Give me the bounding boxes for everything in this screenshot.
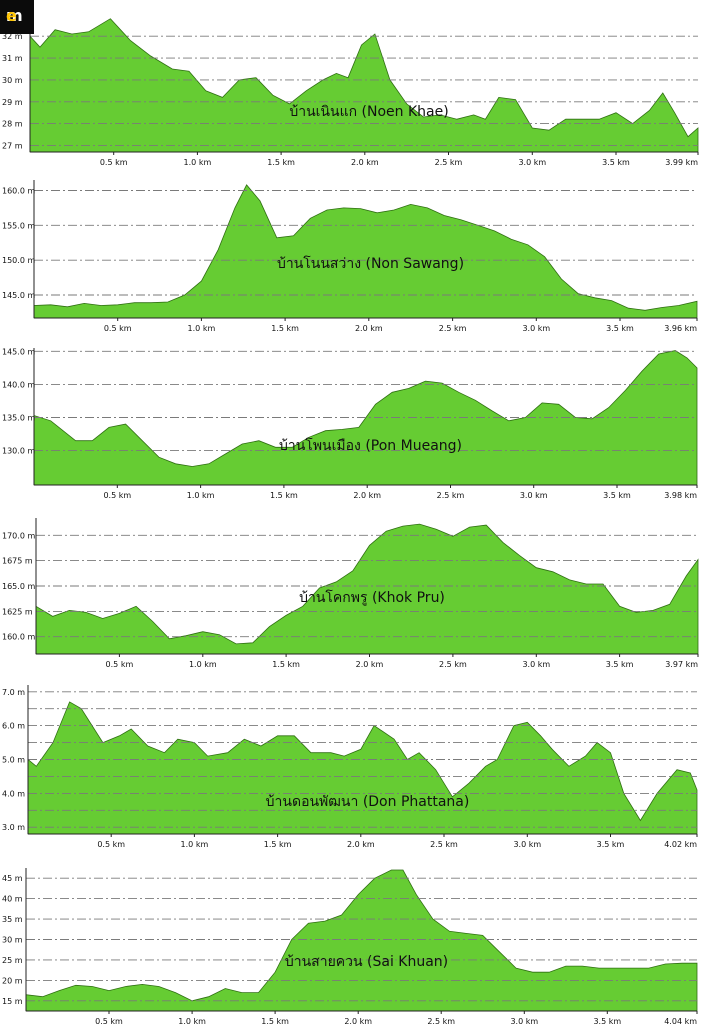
- chart-2-x-tick-label: 3.5 km: [606, 324, 634, 333]
- chart-3-x-tick-label: 2.0 km: [353, 491, 381, 500]
- chart-5-y-tick-label: 5.0 m: [2, 756, 25, 765]
- chart-4-y-tick-label: 160.0 m: [2, 633, 35, 642]
- chart-2-y-tick-label: 155.0 m: [2, 221, 35, 230]
- chart-4-x-tick-label: 0.5 km: [106, 660, 134, 669]
- chart-4-x-tick-label: 2.5 km: [439, 660, 467, 669]
- chart-6-y-tick-label: 30 m: [2, 936, 23, 945]
- chart-4-x-tick-label: 3.0 km: [522, 660, 550, 669]
- chart-5-x-tick-label: 1.5 km: [264, 840, 292, 849]
- chart-2-elevation-area: [33, 184, 698, 319]
- chart-5-title: บ้านดอนพัฒนา (Don Phattana): [266, 794, 470, 810]
- chart-6-x-tick-label: 2.5 km: [427, 1017, 455, 1024]
- chart-3-x-tick-label: 1.0 km: [187, 491, 215, 500]
- chart-1-x-tick-label: 3.99 km: [665, 158, 698, 167]
- chart-4-y-tick-label: 165.0 m: [2, 582, 35, 591]
- chart-5-y-tick-label: 3.0 m: [2, 823, 25, 832]
- chart-5-x-tick-label: 0.5 km: [97, 840, 125, 849]
- chart-6-x-tick-label: 1.5 km: [261, 1017, 289, 1024]
- chart-6-elevation-area: [25, 869, 698, 1012]
- chart-3-y-tick-label: 145.0 m: [2, 347, 35, 356]
- chart-4-x-tick-label: 2.0 km: [356, 660, 384, 669]
- chart-1-x-tick-label: 1.0 km: [184, 158, 212, 167]
- chart-5-x-tick-label: 3.0 km: [513, 840, 541, 849]
- chart-1-x-tick-label: 2.0 km: [351, 158, 379, 167]
- chart-6-x-tick-label: 0.5 km: [95, 1017, 123, 1024]
- chart-4-y-tick-label: 1625 m: [2, 607, 33, 616]
- chart-1-x-tick-label: 2.5 km: [435, 158, 463, 167]
- chart-4-title: บ้านโคกพรู (Khok Pru): [299, 589, 445, 606]
- logo-letter-e: e: [6, 6, 17, 25]
- chart-1-x-tick-label: 3.5 km: [602, 158, 630, 167]
- chart-6-y-tick-label: 25 m: [2, 956, 23, 965]
- chart-2-x-tick-label: 2.0 km: [355, 324, 383, 333]
- chart-6-x-tick-label: 3.0 km: [510, 1017, 538, 1024]
- chart-5-x-tick-label: 2.0 km: [347, 840, 375, 849]
- chart-6-y-tick-label: 35 m: [2, 915, 23, 924]
- chart-1-title: บ้านเนินแก (Noen Khae): [289, 104, 448, 120]
- chart-6-y-tick-label: 40 m: [2, 895, 23, 904]
- chart-1-y-tick-label: 27 m: [2, 141, 23, 150]
- chart-6-x-tick-label: 3.5 km: [593, 1017, 621, 1024]
- chart-4-elevation-area: [35, 523, 699, 655]
- chart-4-x-tick-label: 1.0 km: [189, 660, 217, 669]
- chart-2-title: บ้านโนนสว่าง (Non Sawang): [277, 255, 464, 272]
- chart-1-y-tick-label: 29 m: [2, 98, 23, 107]
- chart-1-y-tick-label: 28 m: [2, 120, 23, 129]
- chart-3-x-tick-label: 3.5 km: [603, 491, 631, 500]
- chart-3-elevation-area: [33, 350, 698, 486]
- chart-6-x-tick-label: 4.04 km: [664, 1017, 697, 1024]
- chart-1-x-tick-label: 0.5 km: [100, 158, 128, 167]
- chart-2-x-tick-label: 1.5 km: [271, 324, 299, 333]
- chart-5-x-tick-label: 4.02 km: [664, 840, 697, 849]
- chart-6-y-tick-label: 15 m: [2, 997, 23, 1006]
- chart-3-y-tick-label: 140.0 m: [2, 380, 35, 389]
- chart-4-x-tick-label: 3.97 km: [665, 660, 698, 669]
- chart-2-x-tick-label: 3.96 km: [664, 324, 697, 333]
- chart-4-x-tick-label: 3.5 km: [606, 660, 634, 669]
- chart-3-title: บ้านโพนเมือง (Pon Mueang): [279, 437, 462, 454]
- chart-5-x-tick-label: 2.5 km: [430, 840, 458, 849]
- chart-2-y-tick-label: 160.0 m: [2, 187, 35, 196]
- chart-4-x-tick-label: 1.5 km: [272, 660, 300, 669]
- chart-6-y-tick-label: 45 m: [2, 874, 23, 883]
- chart-3-x-tick-label: 3.0 km: [520, 491, 548, 500]
- chart-2-x-tick-label: 3.0 km: [522, 324, 550, 333]
- chart-2-y-tick-label: 150.0 m: [2, 256, 35, 265]
- chart-5-x-tick-label: 3.5 km: [597, 840, 625, 849]
- chart-3-y-tick-label: 135.0 m: [2, 414, 35, 423]
- chart-3-x-tick-label: 0.5 km: [103, 491, 131, 500]
- chart-2-x-tick-label: 1.0 km: [188, 324, 216, 333]
- chart-5-y-tick-label: 4.0 m: [2, 789, 25, 798]
- logo-letter-m: m: [6, 6, 23, 25]
- chart-3-x-tick-label: 2.5 km: [437, 491, 465, 500]
- chart-6-title: บ้านสายควน (Sai Khuan): [285, 954, 448, 970]
- chart-1-x-tick-label: 3.0 km: [518, 158, 546, 167]
- chart-1-y-tick-label: 32 m: [2, 32, 23, 41]
- chart-3-y-tick-label: 130.0 m: [2, 447, 35, 456]
- chart-2-x-tick-label: 2.5 km: [439, 324, 467, 333]
- chart-1-elevation-area: [29, 18, 699, 153]
- chart-5-y-tick-label: 6.0 m: [2, 722, 25, 731]
- chart-1-y-tick-label: 30 m: [2, 76, 23, 85]
- chart-6-y-tick-label: 20 m: [2, 976, 23, 985]
- chart-4-y-tick-label: 1675 m: [2, 557, 33, 566]
- chart-2-y-tick-label: 145.0 m: [2, 291, 35, 300]
- chart-3-x-tick-label: 3.98 km: [664, 491, 697, 500]
- chart-2-x-tick-label: 0.5 km: [104, 324, 132, 333]
- chart-5-y-tick-label: 7.0 m: [2, 688, 25, 697]
- chart-5-elevation-area: [27, 701, 698, 835]
- chart-3-x-tick-label: 1.5 km: [270, 491, 298, 500]
- chart-6-x-tick-label: 2.0 km: [344, 1017, 372, 1024]
- chart-4-y-tick-label: 170.0 m: [2, 531, 35, 540]
- chart-6-x-tick-label: 1.0 km: [178, 1017, 206, 1024]
- chart-1-x-tick-label: 1.5 km: [267, 158, 295, 167]
- chart-5-x-tick-label: 1.0 km: [181, 840, 209, 849]
- chart-1-y-tick-label: 31 m: [2, 54, 23, 63]
